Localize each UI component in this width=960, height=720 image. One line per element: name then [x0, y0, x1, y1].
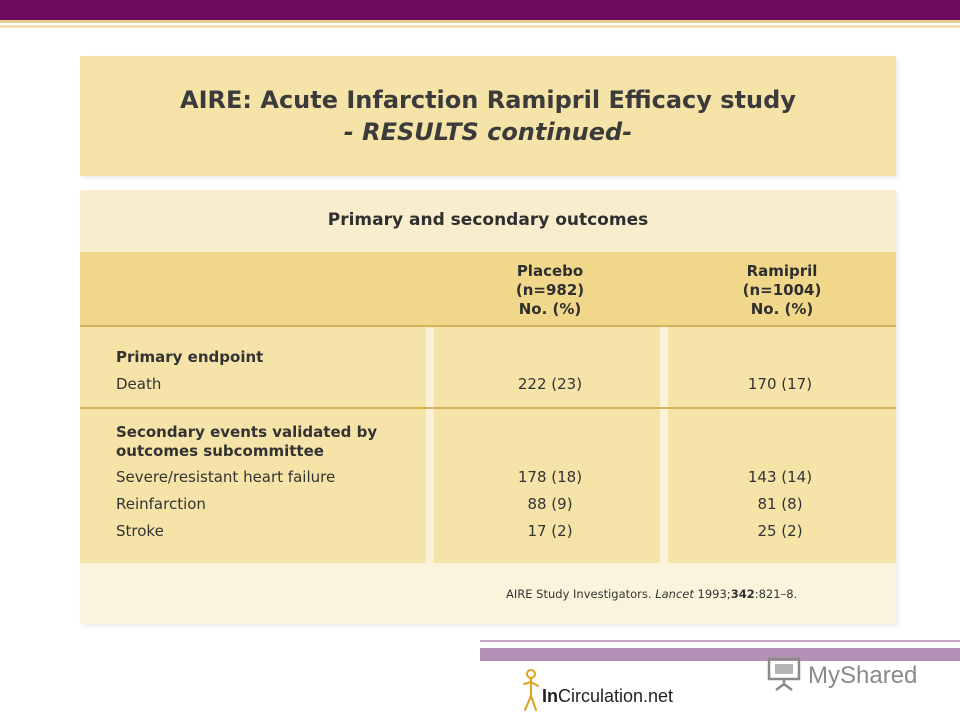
top-accent-line-2	[0, 25, 960, 28]
watermark-text: MyShared	[808, 662, 918, 689]
citation-journal: Lancet	[655, 587, 694, 601]
top-accent-bar	[0, 0, 960, 20]
citation: AIRE Study Investigators. Lancet 1993;34…	[506, 587, 797, 601]
incirculation-logo: InCirculation.net	[520, 668, 673, 712]
column-unit: No. (%)	[518, 300, 582, 318]
title-box: AIRE: Acute Infarction Ramipril Efficacy…	[80, 56, 896, 176]
top-accent-line	[0, 20, 960, 23]
row-label: Reinfarction	[116, 495, 206, 513]
table-body	[80, 327, 896, 563]
column-header-ramipril: Ramipril (n=1004) No. (%)	[682, 262, 882, 319]
footer-accent-line	[480, 640, 960, 642]
column-separator	[660, 327, 668, 563]
logo-text: Circulation.net	[558, 686, 674, 706]
cell-ramipril: 170 (17)	[747, 375, 813, 393]
slide-title: AIRE: Acute Infarction Ramipril Efficacy…	[180, 86, 796, 114]
table-header-band	[80, 252, 896, 325]
cell-placebo: 222 (23)	[517, 375, 583, 393]
outcomes-table: Primary and secondary outcomes Placebo (…	[80, 190, 896, 624]
citation-volume: 342	[730, 587, 755, 601]
footer-accent-band	[480, 648, 960, 661]
column-name: Ramipril	[746, 262, 818, 280]
citation-authors: AIRE Study Investigators.	[506, 587, 652, 601]
logo-bold-text: In	[542, 686, 558, 706]
myshared-watermark: MyShared	[766, 656, 917, 696]
citation-year: 1993;	[697, 587, 731, 601]
table-heading: Primary and secondary outcomes	[327, 210, 649, 230]
person-icon	[523, 669, 539, 711]
presentation-icon	[767, 657, 801, 691]
primary-section-label: Primary endpoint	[116, 348, 264, 366]
cell-placebo: 88 (9)	[527, 495, 573, 513]
column-n: (n=982)	[515, 281, 585, 299]
cell-ramipril: 81 (8)	[757, 495, 803, 513]
column-n: (n=1004)	[742, 281, 822, 299]
table-footer	[80, 563, 896, 624]
cell-placebo: 178 (18)	[517, 468, 583, 486]
header-divider	[80, 325, 896, 327]
column-name: Placebo	[516, 262, 584, 280]
slide-subtitle: - RESULTS continued-	[343, 118, 633, 146]
column-header-placebo: Placebo (n=982) No. (%)	[450, 262, 650, 319]
section-divider	[80, 407, 896, 409]
column-separator	[426, 327, 434, 563]
cell-ramipril: 25 (2)	[757, 522, 803, 540]
row-label: Stroke	[116, 522, 164, 540]
cell-placebo: 17 (2)	[527, 522, 573, 540]
row-label: Severe/resistant heart failure	[116, 468, 336, 486]
secondary-section-label-line2: outcomes subcommittee	[116, 442, 324, 460]
secondary-section-label-line1: Secondary events validated by	[116, 423, 378, 441]
column-unit: No. (%)	[750, 300, 814, 318]
row-label: Death	[116, 375, 162, 393]
cell-ramipril: 143 (14)	[747, 468, 813, 486]
citation-pages: :821–8.	[754, 587, 798, 601]
